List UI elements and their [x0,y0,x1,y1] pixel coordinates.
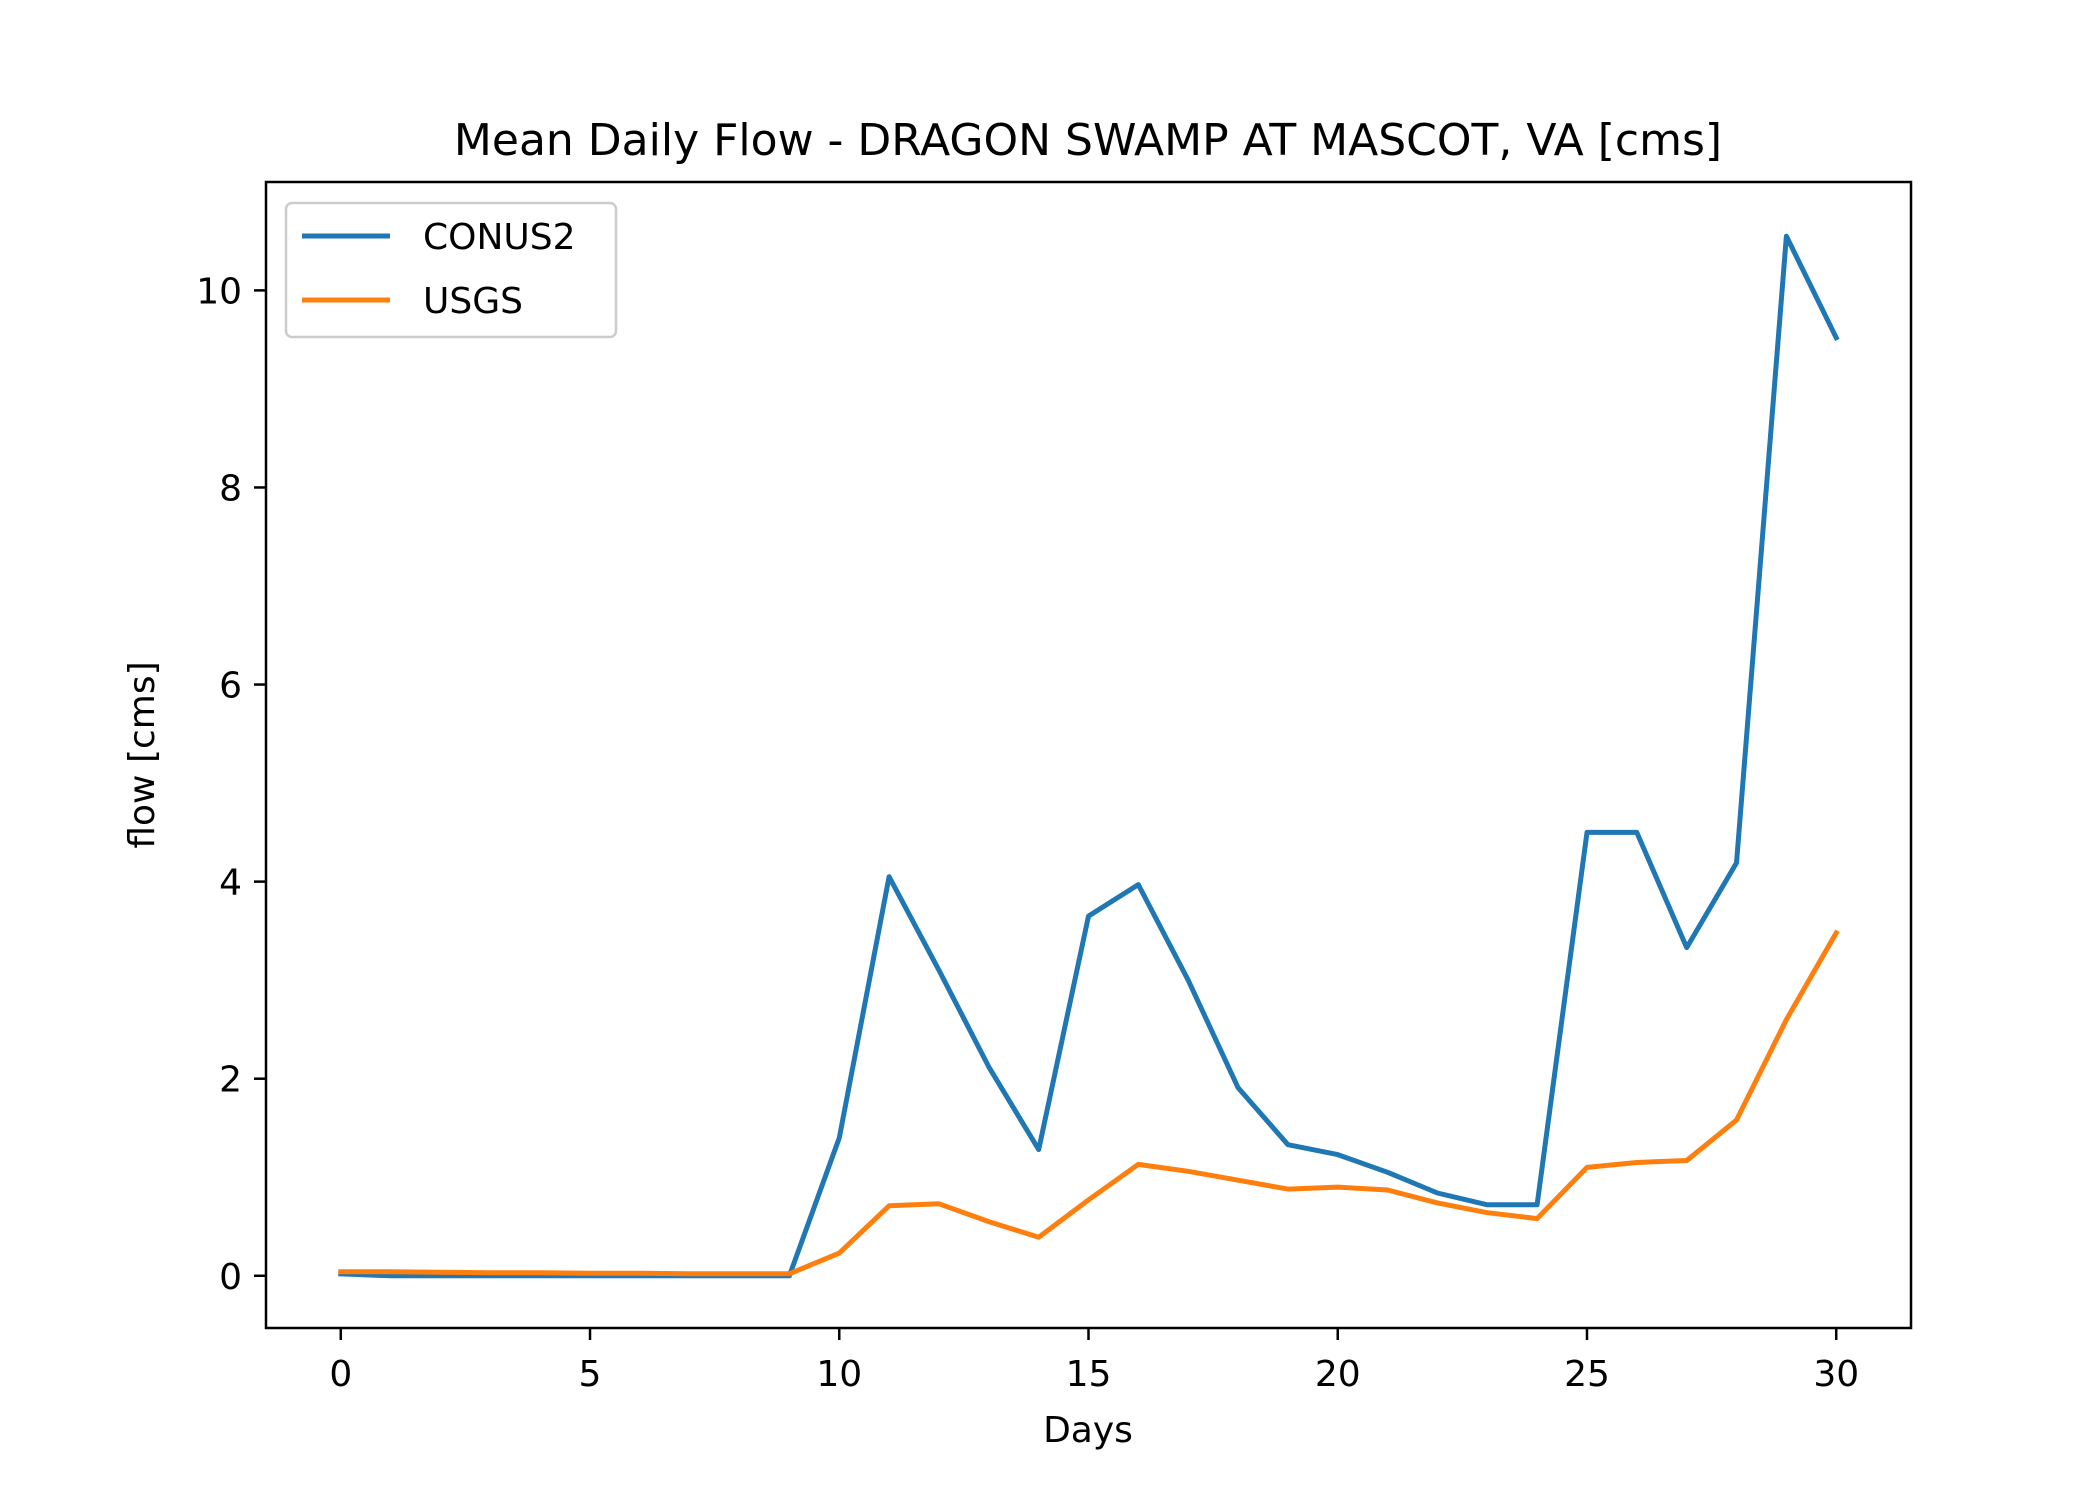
x-tick-label: 25 [1564,1354,1610,1395]
legend-label-conus2: CONUS2 [423,217,576,258]
y-tick-label: 10 [196,271,242,312]
x-tick-label: 0 [329,1354,352,1395]
y-tick-label: 2 [219,1060,242,1101]
x-tick-label: 15 [1066,1354,1112,1395]
series-line-usgs [338,929,1840,1277]
y-tick-label: 4 [219,863,242,904]
y-tick-label: 0 [219,1257,242,1298]
y-tick-label: 6 [219,666,242,707]
x-tick-label: 5 [579,1354,602,1395]
legend-label-usgs: USGS [423,281,523,322]
x-axis-label: Days [1043,1410,1133,1451]
series-layer [338,233,1840,1279]
x-tick-label: 30 [1813,1354,1859,1395]
chart-title: Mean Daily Flow - DRAGON SWAMP AT MASCOT… [454,115,1722,166]
legend: CONUS2 USGS [284,201,618,339]
y-tick-label: 8 [219,468,242,509]
x-tick-label: 20 [1315,1354,1361,1395]
y-axis-label: flow [cms] [122,661,163,848]
series-line-conus2 [338,233,1840,1279]
x-axis-ticks: 0 5 10 15 20 25 30 [329,1328,1859,1395]
x-tick-label: 10 [816,1354,862,1395]
legend-items: CONUS2 USGS [302,217,576,322]
y-axis-ticks: 0 2 4 6 8 10 [196,271,266,1298]
